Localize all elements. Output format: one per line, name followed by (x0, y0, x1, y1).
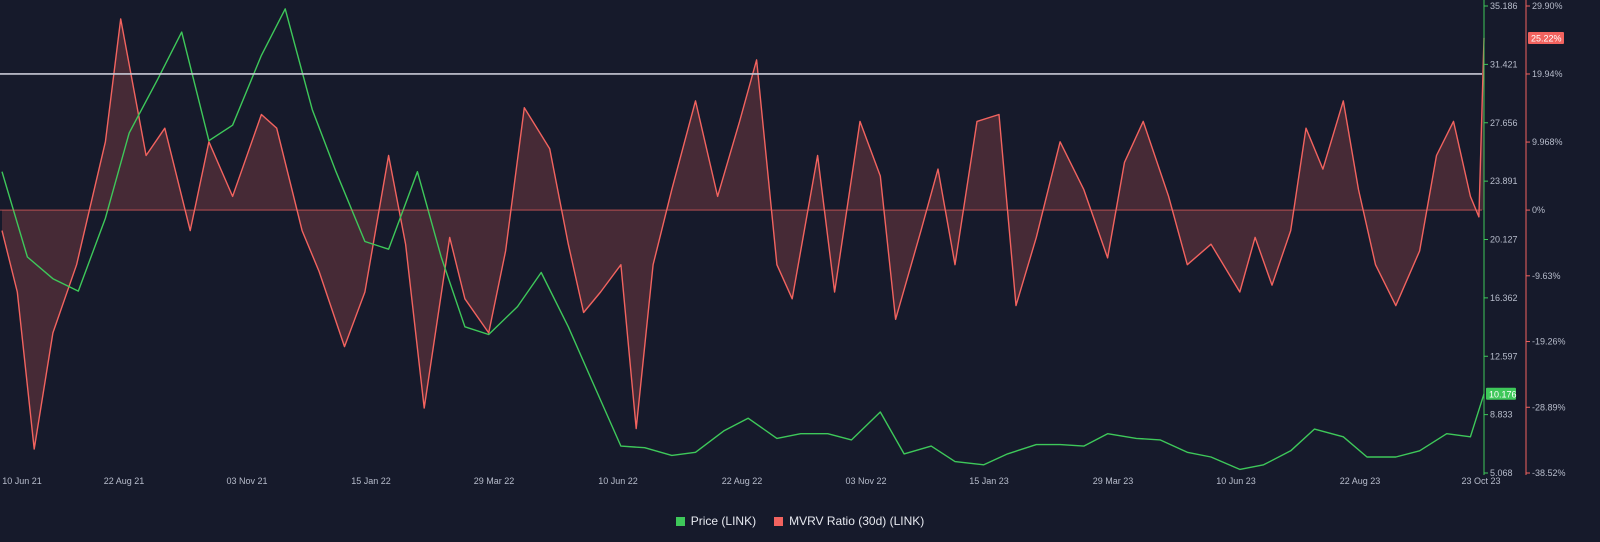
mvrv-tick-label: -9.63% (1532, 271, 1561, 281)
mvrv-tick-label: 19.94% (1532, 69, 1563, 79)
price-tick-label: 5.068 (1490, 468, 1513, 478)
price-tick-label: 20.127 (1490, 235, 1518, 245)
x-tick-label: 23 Oct 23 (1461, 476, 1500, 486)
mvrv-area-fill (2, 19, 1484, 449)
price-series-line (1, 8, 1485, 471)
mvrv-tick-label: 0% (1532, 205, 1545, 215)
current-mvrv-badge (1528, 31, 1564, 44)
mvrv-tick-label: -28.89% (1532, 402, 1566, 412)
legend-label-price: Price (LINK) (690, 514, 757, 528)
x-tick-label: 22 Aug 23 (1340, 476, 1381, 486)
mvrv-tick-label: 29.90% (1532, 1, 1563, 11)
current-price-badge (1486, 387, 1516, 400)
price-tick-label: 35.186 (1490, 1, 1518, 11)
current-mvrv-label: 25.22% (1531, 33, 1562, 43)
x-tick-label: 15 Jan 22 (351, 476, 391, 486)
legend-item-mvrv[interactable]: MVRV Ratio (30d) (LINK) (774, 514, 924, 528)
mvrv-tick-label: -38.52% (1532, 468, 1566, 478)
legend-swatch-price (675, 516, 685, 526)
x-tick-label: 15 Jan 23 (969, 476, 1009, 486)
legend-item-price[interactable]: Price (LINK) (675, 514, 757, 528)
x-tick-label: 22 Aug 21 (104, 476, 145, 486)
price-tick-label: 12.597 (1490, 351, 1518, 361)
chart-legend: Price (LINK) MVRV Ratio (30d) (LINK) (0, 514, 1600, 528)
x-tick-label: 10 Jun 22 (598, 476, 638, 486)
x-tick-label: 10 Jun 23 (1216, 476, 1256, 486)
price-tick-label: 8.833 (1490, 410, 1513, 420)
mvrv-tick-label: -19.26% (1532, 337, 1566, 347)
x-tick-label: 22 Aug 22 (722, 476, 763, 486)
price-tick-label: 27.656 (1490, 118, 1518, 128)
current-price-label: 10.176 (1489, 389, 1517, 399)
x-tick-label: 03 Nov 21 (226, 476, 267, 486)
x-tick-label: 29 Mar 22 (474, 476, 515, 486)
x-tick-label: 10 Jun 21 (2, 476, 42, 486)
price-tick-label: 16.362 (1490, 293, 1518, 303)
mvrv-series-line (1, 18, 1485, 450)
legend-label-mvrv: MVRV Ratio (30d) (LINK) (789, 514, 925, 528)
x-tick-label: 29 Mar 23 (1093, 476, 1134, 486)
price-tick-label: 23.891 (1490, 176, 1518, 186)
legend-swatch-mvrv (774, 516, 784, 526)
x-tick-label: 03 Nov 22 (845, 476, 886, 486)
price-tick-label: 31.421 (1490, 59, 1518, 69)
mvrv-tick-label: 9.968% (1532, 137, 1563, 147)
